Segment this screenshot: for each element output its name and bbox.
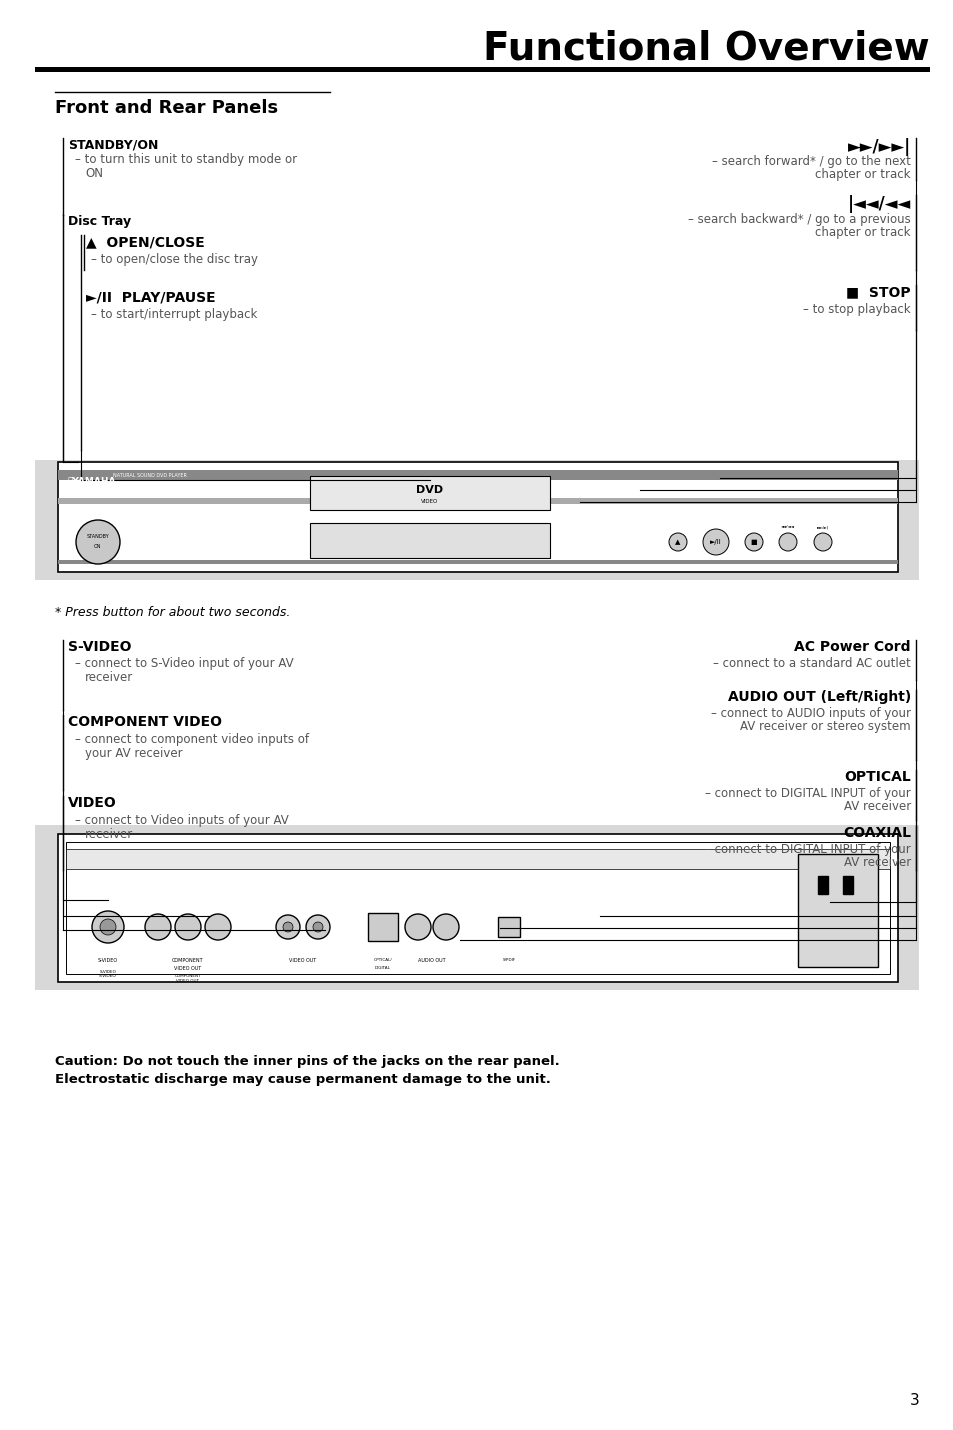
Text: AV receiver or stereo system: AV receiver or stereo system bbox=[740, 719, 910, 734]
Text: ON: ON bbox=[94, 543, 102, 549]
Text: DIGITAL: DIGITAL bbox=[375, 967, 391, 970]
Text: AUDIO OUT: AUDIO OUT bbox=[417, 958, 445, 962]
Text: VIDEO OUT: VIDEO OUT bbox=[174, 965, 201, 971]
Text: * Press button for about two seconds.: * Press button for about two seconds. bbox=[55, 606, 290, 619]
Text: Functional Overview: Functional Overview bbox=[483, 29, 929, 67]
Text: – connect to DIGITAL INPUT of your: – connect to DIGITAL INPUT of your bbox=[704, 844, 910, 857]
Text: Caution: Do not touch the inner pins of the jacks on the rear panel.: Caution: Do not touch the inner pins of … bbox=[55, 1055, 559, 1068]
Text: STANDBY: STANDBY bbox=[87, 533, 110, 539]
Text: ►►/►|: ►►/►| bbox=[816, 525, 828, 529]
Bar bbox=[368, 912, 397, 941]
Circle shape bbox=[91, 911, 124, 942]
Bar bbox=[497, 917, 519, 937]
Text: VIDEO: VIDEO bbox=[68, 797, 116, 809]
Text: ◄◄/◄◄: ◄◄/◄◄ bbox=[781, 525, 794, 529]
Text: – connect to AUDIO inputs of your: – connect to AUDIO inputs of your bbox=[710, 706, 910, 719]
Bar bbox=[310, 523, 550, 558]
Circle shape bbox=[433, 914, 458, 940]
Text: ►►/►►|: ►►/►►| bbox=[847, 139, 910, 156]
Text: AC Power Cord: AC Power Cord bbox=[794, 641, 910, 654]
Text: 3: 3 bbox=[909, 1393, 919, 1409]
Text: – connect to a standard AC outlet: – connect to a standard AC outlet bbox=[713, 656, 910, 671]
Text: COMPONENT VIDEO: COMPONENT VIDEO bbox=[68, 715, 222, 729]
Text: ■  STOP: ■ STOP bbox=[845, 285, 910, 299]
Text: – to open/close the disc tray: – to open/close the disc tray bbox=[91, 253, 257, 266]
Text: your AV receiver: your AV receiver bbox=[85, 746, 182, 759]
Bar bbox=[35, 460, 918, 581]
Text: – search backward* / go to a previous: – search backward* / go to a previous bbox=[687, 213, 910, 226]
Text: S-VIDEO: S-VIDEO bbox=[68, 641, 132, 654]
Text: receiver: receiver bbox=[85, 828, 133, 841]
Text: – connect to component video inputs of: – connect to component video inputs of bbox=[75, 734, 309, 746]
Text: Disc Tray: Disc Tray bbox=[68, 214, 131, 227]
Text: ⓄYAMAHA: ⓄYAMAHA bbox=[68, 476, 116, 485]
Text: chapter or track: chapter or track bbox=[815, 167, 910, 182]
Text: ▲: ▲ bbox=[675, 539, 680, 545]
Text: S-VIDEO: S-VIDEO bbox=[98, 958, 118, 962]
Text: ►/II: ►/II bbox=[709, 539, 721, 545]
Circle shape bbox=[668, 533, 686, 551]
Text: COMPONENT: COMPONENT bbox=[172, 958, 204, 962]
Text: ▲  OPEN/CLOSE: ▲ OPEN/CLOSE bbox=[86, 235, 205, 249]
Bar bbox=[310, 476, 550, 511]
Bar bbox=[58, 498, 897, 503]
Text: OPTICAL/: OPTICAL/ bbox=[374, 958, 392, 962]
Circle shape bbox=[283, 922, 293, 932]
Text: COMPONENT
VIDEO OUT: COMPONENT VIDEO OUT bbox=[174, 974, 201, 982]
Circle shape bbox=[779, 533, 796, 551]
Text: NATURAL SOUND DVD PLAYER: NATURAL SOUND DVD PLAYER bbox=[112, 473, 187, 478]
Text: – to stop playback: – to stop playback bbox=[802, 303, 910, 316]
Text: VIDEO: VIDEO bbox=[421, 499, 438, 503]
Text: S-VIDEO: S-VIDEO bbox=[99, 970, 116, 974]
Circle shape bbox=[275, 915, 299, 940]
Text: chapter or track: chapter or track bbox=[815, 226, 910, 239]
Circle shape bbox=[174, 914, 201, 940]
Text: – to turn this unit to standby mode or: – to turn this unit to standby mode or bbox=[75, 153, 296, 166]
Circle shape bbox=[100, 919, 116, 935]
Bar bbox=[35, 825, 918, 990]
Text: AV receiver: AV receiver bbox=[842, 857, 910, 869]
Bar bbox=[58, 462, 897, 572]
Circle shape bbox=[813, 533, 831, 551]
Text: VIDEO OUT: VIDEO OUT bbox=[289, 958, 316, 962]
Circle shape bbox=[145, 914, 171, 940]
Bar bbox=[58, 834, 897, 982]
Bar bbox=[58, 561, 897, 563]
Bar bbox=[817, 877, 827, 894]
Circle shape bbox=[744, 533, 762, 551]
Text: Front and Rear Panels: Front and Rear Panels bbox=[55, 99, 278, 117]
Text: – to start/interrupt playback: – to start/interrupt playback bbox=[91, 307, 257, 320]
Text: ON: ON bbox=[85, 167, 103, 180]
Text: DVD: DVD bbox=[416, 485, 443, 495]
Bar bbox=[58, 470, 897, 480]
Bar bbox=[66, 849, 889, 869]
Text: – connect to Video inputs of your AV: – connect to Video inputs of your AV bbox=[75, 814, 289, 827]
Text: – connect to DIGITAL INPUT of your: – connect to DIGITAL INPUT of your bbox=[704, 787, 910, 799]
Bar bbox=[797, 854, 877, 967]
Bar bbox=[66, 842, 889, 974]
Text: – search forward* / go to the next: – search forward* / go to the next bbox=[711, 154, 910, 167]
Text: STANDBY/ON: STANDBY/ON bbox=[68, 139, 158, 152]
Circle shape bbox=[313, 922, 323, 932]
Text: COAXIAL: COAXIAL bbox=[842, 827, 910, 839]
Text: |◄◄/◄◄: |◄◄/◄◄ bbox=[847, 194, 910, 213]
Bar bbox=[35, 67, 929, 72]
Text: S/PDIF: S/PDIF bbox=[502, 958, 515, 962]
Text: ►/II  PLAY/PAUSE: ►/II PLAY/PAUSE bbox=[86, 290, 215, 305]
Text: S-VIDEO: S-VIDEO bbox=[99, 974, 117, 978]
Circle shape bbox=[306, 915, 330, 940]
Text: OPTICAL: OPTICAL bbox=[843, 769, 910, 784]
Text: receiver: receiver bbox=[85, 671, 133, 684]
Text: AV receiver: AV receiver bbox=[842, 799, 910, 814]
Text: Electrostatic discharge may cause permanent damage to the unit.: Electrostatic discharge may cause perman… bbox=[55, 1072, 550, 1085]
Circle shape bbox=[76, 521, 120, 563]
Text: ■: ■ bbox=[750, 539, 757, 545]
Circle shape bbox=[205, 914, 231, 940]
Bar bbox=[842, 877, 852, 894]
Text: AUDIO OUT (Left/Right): AUDIO OUT (Left/Right) bbox=[727, 691, 910, 704]
Circle shape bbox=[405, 914, 431, 940]
Circle shape bbox=[702, 529, 728, 555]
Text: – connect to S-Video input of your AV: – connect to S-Video input of your AV bbox=[75, 656, 294, 671]
